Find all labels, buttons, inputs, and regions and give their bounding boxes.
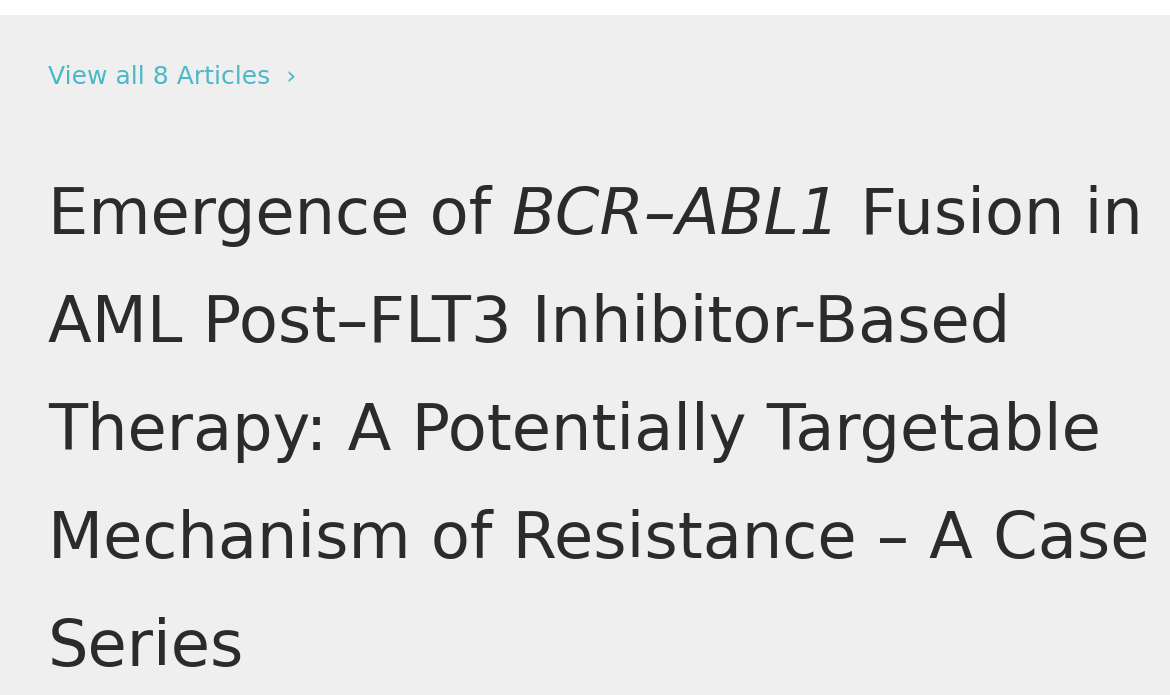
Text: Fusion in: Fusion in bbox=[840, 185, 1143, 247]
Text: Emergence of: Emergence of bbox=[48, 185, 511, 247]
Text: AML Post–FLT3 Inhibitor-Based: AML Post–FLT3 Inhibitor-Based bbox=[48, 293, 1010, 355]
Text: View all 8 Articles  ›: View all 8 Articles › bbox=[48, 65, 296, 89]
Text: Series: Series bbox=[48, 617, 245, 679]
Text: Therapy: A Potentially Targetable: Therapy: A Potentially Targetable bbox=[48, 401, 1101, 463]
Text: Mechanism of Resistance – A Case: Mechanism of Resistance – A Case bbox=[48, 509, 1149, 571]
Bar bbox=[0, 0, 1170, 15]
Text: BCR–ABL1: BCR–ABL1 bbox=[511, 185, 840, 247]
